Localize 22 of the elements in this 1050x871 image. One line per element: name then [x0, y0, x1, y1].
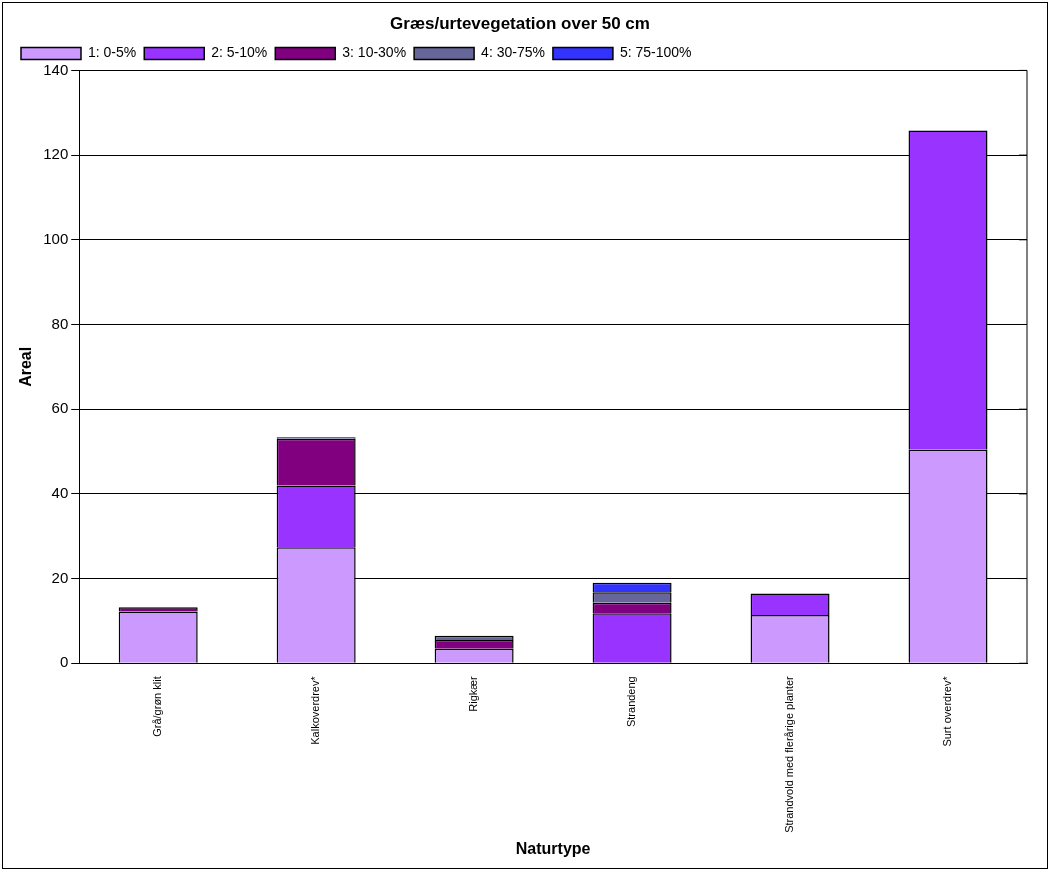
legend-label: 5: 75-100%: [619, 44, 692, 61]
x-tick-label: Surt overdrev*: [941, 675, 954, 747]
legend-label: 3: 10-30%: [342, 44, 407, 61]
x-tick-label: Kalkoverdrev*: [309, 675, 322, 745]
x-tick-label: Strandeng: [625, 676, 638, 728]
x-axis-title: Naturtype: [515, 839, 591, 857]
y-tick-label: 140: [43, 60, 69, 78]
y-tick-label: 100: [43, 229, 69, 247]
y-tick-label: 80: [51, 314, 69, 332]
chart-title: Græs/urtevegetation over 50 cm: [390, 13, 650, 33]
y-tick-label: 0: [59, 653, 69, 671]
x-tick-label: Grå/grøn klit: [151, 676, 164, 737]
y-tick-label: 40: [51, 484, 69, 502]
legend-label: 2: 5-10%: [211, 44, 268, 61]
x-tick-label: Rigkær: [467, 675, 480, 712]
legend-label: 4: 30-75%: [481, 44, 545, 61]
y-axis-title: Areal: [17, 346, 35, 387]
legend-label: 1: 0-5%: [88, 44, 137, 61]
x-tick-label: Strandvold med flerårige planter: [783, 675, 796, 833]
y-tick-label: 20: [51, 568, 69, 586]
y-tick-label: 120: [43, 145, 69, 163]
y-tick-label: 60: [51, 399, 69, 417]
